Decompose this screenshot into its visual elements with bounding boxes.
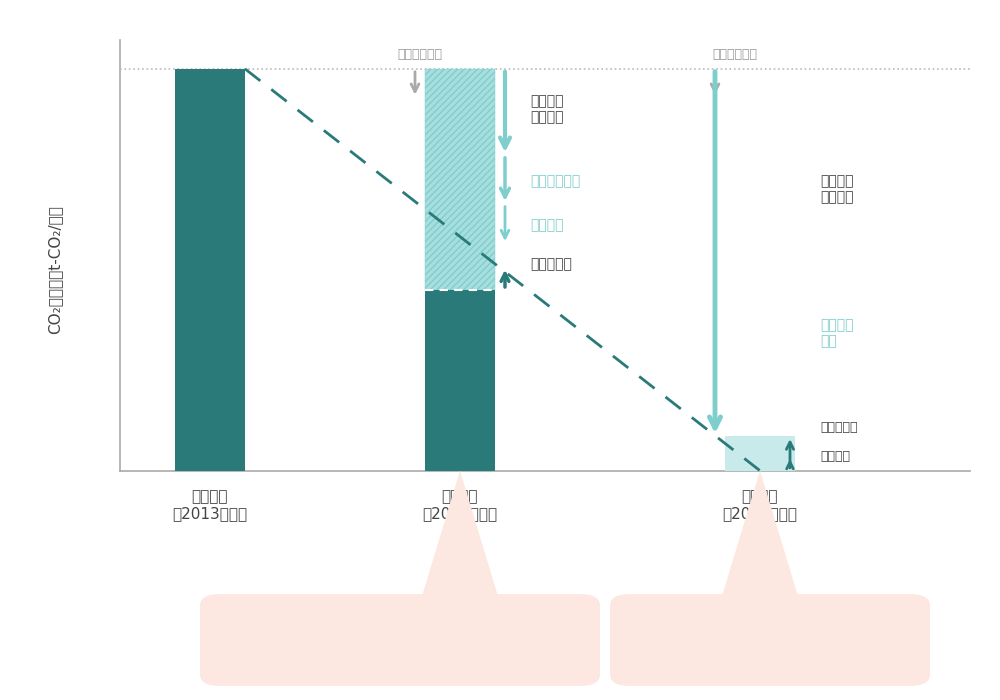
Text: （2030年度46％削減）: （2030年度46％削減） — [350, 654, 450, 666]
Text: 省エネに
よる削減: 省エネに よる削減 — [820, 174, 854, 204]
FancyBboxPatch shape — [610, 594, 930, 686]
Bar — [175, 69, 245, 470]
Text: 基準年度
（2013年度）: 基準年度 （2013年度） — [172, 489, 248, 522]
Text: 43％削減: 43％削減 — [351, 622, 449, 650]
Text: 省エネに
よる削減: 省エネに よる削減 — [530, 94, 564, 124]
Bar — [425, 290, 495, 470]
Bar — [725, 436, 795, 470]
Text: 中期目標
（2029年度）: 中期目標 （2029年度） — [422, 489, 498, 522]
Text: CO₂排出量（t-CO₂/年）: CO₂排出量（t-CO₂/年） — [48, 205, 62, 334]
Text: 実質ゼロ: 実質ゼロ — [734, 622, 806, 650]
Text: 再エネの転換: 再エネの転換 — [530, 174, 580, 188]
Text: 再エネの
転換: 再エネの 転換 — [820, 318, 854, 348]
Text: 吸収源対策: 吸収源対策 — [530, 257, 572, 271]
Text: 吸収源対策: 吸収源対策 — [820, 421, 858, 434]
Text: 長期目標
（2050年度）: 長期目標 （2050年度） — [722, 489, 798, 522]
Text: 技術革新: 技術革新 — [530, 218, 564, 232]
Text: 炭素固定: 炭素固定 — [820, 450, 850, 463]
Bar — [425, 69, 495, 290]
FancyBboxPatch shape — [200, 594, 600, 686]
Polygon shape — [420, 470, 500, 603]
Text: （現状維持）: （現状維持） — [398, 48, 443, 61]
Text: （現状維持）: （現状維持） — [712, 48, 758, 61]
Polygon shape — [720, 470, 800, 603]
